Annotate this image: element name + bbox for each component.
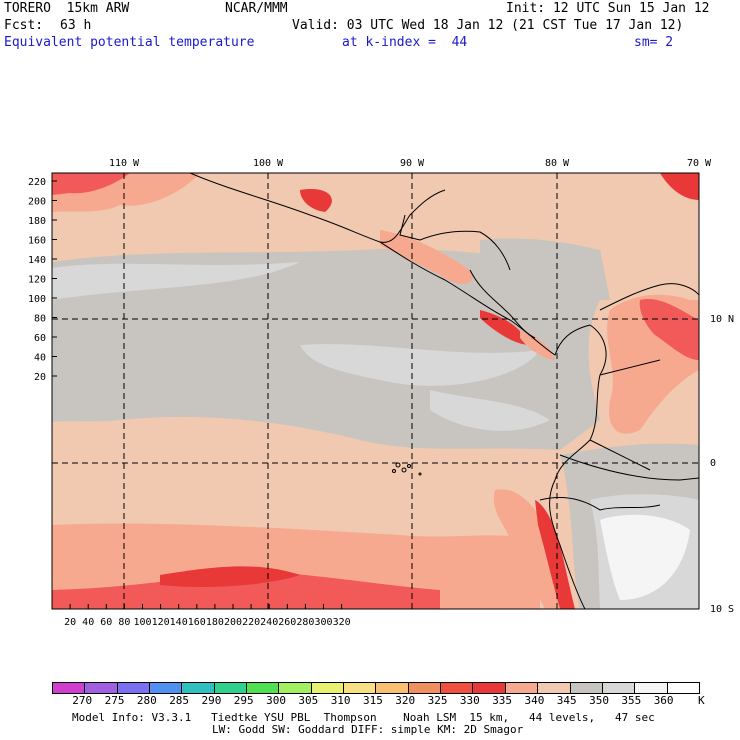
- x-tick-label: 100: [133, 617, 151, 628]
- x-tick-label: 120: [152, 617, 170, 628]
- y-tick-label: 100: [28, 294, 46, 305]
- field-title: Equivalent potential temperature: [4, 35, 255, 50]
- y-tick-label: 40: [34, 353, 46, 364]
- lon-label: 80 W: [545, 158, 570, 169]
- x-tick-label: 320: [333, 617, 351, 628]
- colorbar-unit: K: [698, 694, 705, 707]
- y-tick-label: 80: [34, 314, 46, 325]
- x-tick-label: 280: [296, 617, 314, 628]
- colorbar-swatch: [635, 683, 668, 693]
- colorbar-label: 305: [298, 694, 319, 707]
- org-label: NCAR/MMM: [225, 1, 288, 16]
- colorbar-label: 330: [459, 694, 480, 707]
- colorbar-swatch: [150, 683, 183, 693]
- map-frame: [51, 172, 700, 610]
- colorbar-label: 335: [492, 694, 513, 707]
- colorbar-swatch: [538, 683, 571, 693]
- colorbar-label: 355: [621, 694, 642, 707]
- colorbar-label: 345: [556, 694, 577, 707]
- y-tick-label: 220: [28, 177, 46, 188]
- smoothing-label: sm= 2: [634, 35, 674, 50]
- colorbar-swatch: [408, 683, 442, 693]
- colorbar-swatch: [85, 683, 118, 693]
- colorbar-swatch: [344, 683, 377, 693]
- x-tick-label: 140: [170, 617, 188, 628]
- colorbar-swatch: [376, 683, 409, 693]
- y-tick-label: 180: [28, 216, 46, 227]
- colorbar-swatch: [602, 683, 636, 693]
- colorbar-label: 350: [589, 694, 609, 707]
- colorbar-swatch: [117, 683, 151, 693]
- colorbar-swatch: [311, 683, 345, 693]
- lon-label: 100 W: [253, 158, 284, 169]
- colorbar-label: 285: [169, 694, 190, 707]
- colorbar-swatch: [473, 683, 506, 693]
- y-tick-label: 200: [28, 197, 46, 208]
- colorbar-label: 300: [266, 694, 286, 707]
- x-axis-ticks: 20 40 60 80 100 120 140 160 180 200 220 240 260 280 30…: [64, 604, 351, 628]
- x-tick-label: 40: [82, 617, 94, 628]
- graticule: [52, 173, 699, 609]
- colorbar-label: 315: [363, 694, 383, 707]
- colorbar-label: 320: [395, 694, 416, 707]
- longitude-labels: 110 W 100 W 90 W 80 W 70 W: [109, 158, 712, 169]
- lon-label: 110 W: [109, 158, 140, 169]
- lon-label: 70 W: [687, 158, 712, 169]
- colorbar-swatch: [570, 683, 603, 693]
- x-tick-label: 80: [118, 617, 130, 628]
- y-axis-ticks: 220 200 180 160 140 120 100 80 60 40 20: [28, 177, 57, 383]
- y-tick-label: 160: [28, 236, 46, 247]
- x-tick-label: 160: [188, 617, 206, 628]
- model-title: TORERO 15km ARW: [4, 1, 130, 16]
- physics-info: LW: Godd SW: Goddard DIFF: simple KM: 2D…: [212, 723, 524, 736]
- forecast-label: Fcst:: [4, 18, 44, 33]
- x-tick-label: 20: [64, 617, 76, 628]
- colorbar-swatch: [247, 683, 280, 693]
- lat-label: 10 N: [710, 314, 734, 325]
- colorbar-label: 290: [201, 694, 222, 707]
- model-info: Model Info: V3.3.1 Tiedtke YSU PBL Thomp…: [72, 711, 655, 724]
- colorbar-label: 275: [104, 694, 125, 707]
- x-tick-label: 260: [278, 617, 296, 628]
- y-tick-label: 140: [28, 255, 46, 266]
- lat-label: 0: [710, 458, 716, 469]
- colorbar-label: 295: [233, 694, 254, 707]
- y-tick-label: 60: [34, 333, 46, 344]
- colorbar-swatch: [279, 683, 312, 693]
- colorbar-swatch: [667, 683, 699, 693]
- colorbar-label: 340: [524, 694, 545, 707]
- colorbar-swatch: [182, 683, 215, 693]
- y-tick-label: 20: [34, 372, 46, 383]
- colorbar-swatch: [505, 683, 539, 693]
- colorbar-swatch: [53, 683, 86, 693]
- field-shading: [52, 173, 699, 609]
- colorbar-label: 360: [653, 694, 674, 707]
- x-tick-label: 180: [206, 617, 224, 628]
- lon-label: 90 W: [400, 158, 425, 169]
- x-tick-label: 300: [314, 617, 332, 628]
- forecast-hour: 63 h: [60, 18, 92, 33]
- colorbar-swatch: [214, 683, 248, 693]
- lat-label: 10 S: [710, 604, 734, 615]
- latitude-labels: 10 N 0 10 S: [710, 314, 734, 615]
- colorbar-label: 270: [72, 694, 93, 707]
- colorbar-label: 310: [330, 694, 351, 707]
- colorbar-label: 280: [136, 694, 157, 707]
- x-tick-label: 240: [260, 617, 278, 628]
- y-tick-label: 120: [28, 275, 46, 286]
- colorbar-label: 325: [427, 694, 448, 707]
- x-tick-label: 60: [100, 617, 112, 628]
- colorbar-swatch: [441, 683, 474, 693]
- x-tick-label: 200: [224, 617, 242, 628]
- valid-time: Valid: 03 UTC Wed 18 Jan 12 (21 CST Tue …: [292, 18, 684, 33]
- level-label: at k-index = 44: [342, 35, 468, 50]
- init-time: Init: 12 UTC Sun 15 Jan 12: [506, 1, 710, 16]
- colorbar: [52, 682, 700, 694]
- x-tick-label: 220: [242, 617, 260, 628]
